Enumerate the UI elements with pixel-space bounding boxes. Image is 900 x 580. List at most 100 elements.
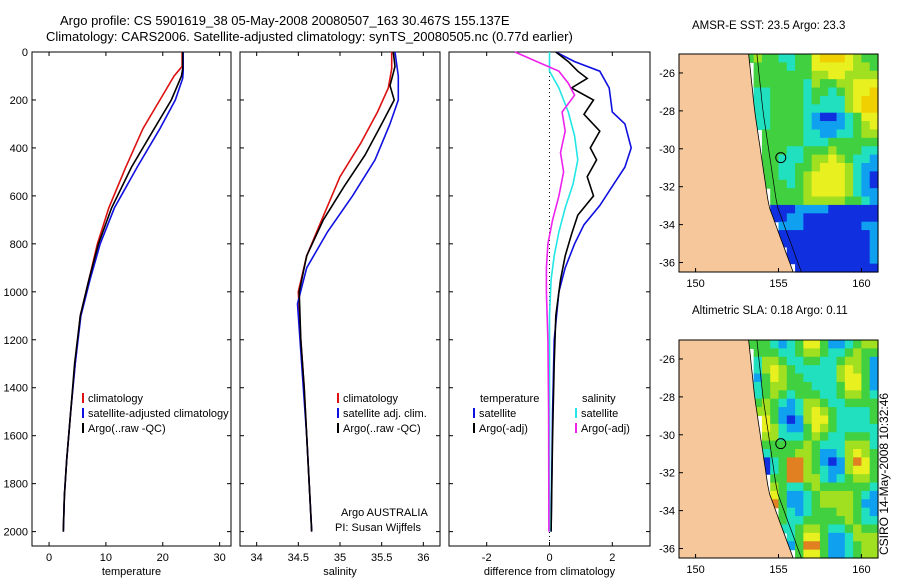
sla_map-cell [778, 398, 788, 408]
sla_map-cell [786, 440, 796, 450]
sst_map-cell [869, 87, 879, 97]
sla_map-cell [778, 390, 788, 400]
sla_map-cell [869, 532, 879, 542]
sst_map-cell [786, 62, 796, 72]
sst_map-cell [844, 246, 854, 256]
sla_map-cell [811, 348, 821, 358]
sla_map-cell [786, 423, 796, 433]
sla_map-cell [753, 356, 763, 366]
sla_map-cell [795, 490, 804, 500]
sla_map-cell [844, 499, 854, 509]
difference-series-3 [514, 51, 576, 532]
sst_map-cell [761, 137, 771, 147]
sla_map-cell [778, 440, 788, 450]
sla_map-cell [869, 423, 879, 433]
sla_map-cell [795, 340, 804, 349]
sst_map-cell [786, 146, 796, 156]
sst_map-cell [778, 196, 788, 206]
sla_map-cell [770, 365, 780, 375]
sst_map-cell [753, 79, 763, 89]
sla_map-isobath [756, 339, 802, 559]
sst_map-cell [853, 87, 863, 97]
sla_map-cell [869, 474, 879, 484]
sla_map-cell [786, 474, 796, 484]
sst_map-cell [861, 246, 871, 256]
difference-xlabel: difference from climatology [484, 566, 616, 578]
sst_map-cell [778, 121, 788, 131]
sla_map-cell [828, 474, 838, 484]
sst_map-cell [786, 171, 796, 181]
sla_map-cell [828, 524, 838, 534]
sst_map-cell [861, 255, 871, 265]
sla_map-cell [861, 432, 871, 442]
sla_map-cell [786, 407, 796, 417]
sla_map-cell [803, 390, 813, 400]
sla_map-cell [853, 407, 863, 417]
sla_map-cell [844, 365, 854, 375]
sst_map-cell [819, 137, 829, 147]
sst_map-cell [786, 221, 796, 231]
sst_map-cell [861, 230, 871, 240]
sst_map-cell [795, 95, 804, 105]
sst_map-cell [786, 104, 796, 114]
sst_map-cell [836, 238, 846, 248]
sst_map-cell [836, 129, 846, 139]
sla_map-cell [811, 499, 821, 509]
sst_map-cell [819, 204, 829, 214]
sla_map-cell [819, 499, 829, 509]
sla_map-cell [869, 432, 879, 442]
sst_map-cell [819, 129, 829, 139]
sst_map-cell [811, 62, 821, 72]
sla_map-cell [819, 340, 829, 349]
sla_map-cell [869, 440, 879, 450]
sst_map-cell [803, 230, 813, 240]
sla_map-cell [828, 440, 838, 450]
sla_map-cell [811, 474, 821, 484]
sst_map-cell [828, 221, 838, 231]
sst_map-cell [836, 112, 846, 122]
sst_map-cell [761, 171, 771, 181]
sst_map-cell [795, 79, 804, 89]
sst_map-cell [836, 146, 846, 156]
sla_map-cell [770, 348, 780, 358]
sst_map-cell [819, 54, 829, 63]
sst_map-cell [761, 121, 771, 131]
sst_map-cell [786, 213, 796, 223]
sst_map-cell [770, 79, 780, 89]
sst_map-cell [819, 62, 829, 72]
sla_map-cell [828, 482, 838, 492]
sst_map-cell [828, 54, 838, 63]
sla_map-cell [803, 398, 813, 408]
sla_map-cell [828, 457, 838, 467]
sla_map-cell [828, 415, 838, 425]
sla_map-cell [861, 482, 871, 492]
sla_map-cell [836, 415, 846, 425]
difference-series-2 [548, 52, 579, 532]
sla_map-cell [844, 490, 854, 500]
sst_map-cell [778, 95, 788, 105]
sst_map-cell [745, 54, 755, 63]
sla_map-ytick-label: -32 [659, 468, 675, 480]
sla_map-cell [795, 423, 804, 433]
sst_map-cell [869, 62, 879, 72]
sla_map-cell [828, 507, 838, 517]
temperature-ytick-label: 1600 [4, 431, 28, 443]
sla_map-cell [869, 340, 879, 349]
sla_map-cell [811, 541, 821, 551]
sst_map-cell [869, 263, 879, 273]
sla_map-cell [828, 549, 838, 559]
sla_map-cell [836, 490, 846, 500]
sst_map-cell [803, 246, 813, 256]
sla_map-cell [869, 398, 879, 408]
sst_map-cell [844, 238, 854, 248]
sst_map-cell [844, 196, 854, 206]
sla_map-cell [795, 549, 804, 559]
sst_map-cell [869, 70, 879, 80]
sla_map-cell [795, 449, 804, 458]
sla_map-cell [869, 390, 879, 400]
sst_map-cell [770, 112, 780, 122]
sst_map-cell [844, 154, 854, 164]
sla_map-cell [836, 373, 846, 383]
sla_map-cell [819, 449, 829, 458]
